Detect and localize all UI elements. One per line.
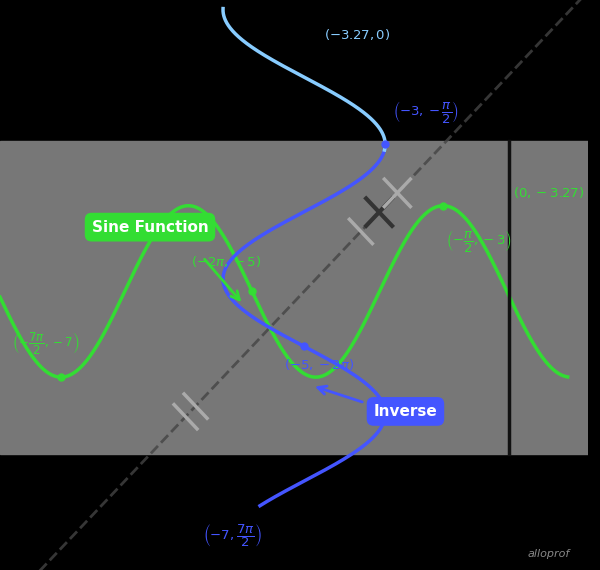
Text: $(0,-3.27)$: $(0,-3.27)$ bbox=[513, 185, 584, 200]
Text: $(-3.27,0)$: $(-3.27,0)$ bbox=[325, 27, 391, 42]
Text: $\left(-\dfrac{\pi}{2},-3\right)$: $\left(-\dfrac{\pi}{2},-3\right)$ bbox=[446, 228, 512, 254]
Text: $\left(-\dfrac{7\pi}{2},-7\right)$: $\left(-\dfrac{7\pi}{2},-7\right)$ bbox=[12, 331, 80, 356]
Text: $(-2\pi,-5)$: $(-2\pi,-5)$ bbox=[191, 254, 261, 268]
Text: alloprof: alloprof bbox=[528, 548, 570, 559]
Text: $\left(-3,-\dfrac{\pi}{2}\right)$: $\left(-3,-\dfrac{\pi}{2}\right)$ bbox=[393, 99, 460, 125]
Text: Inverse: Inverse bbox=[374, 404, 437, 419]
Text: $\left(-7,\dfrac{7\pi}{2}\right)$: $\left(-7,\dfrac{7\pi}{2}\right)$ bbox=[203, 523, 262, 549]
Text: Sine Function: Sine Function bbox=[92, 219, 208, 235]
Text: $(-5,-2\pi)$: $(-5,-2\pi)$ bbox=[284, 357, 354, 372]
Bar bbox=[0, 141, 588, 454]
